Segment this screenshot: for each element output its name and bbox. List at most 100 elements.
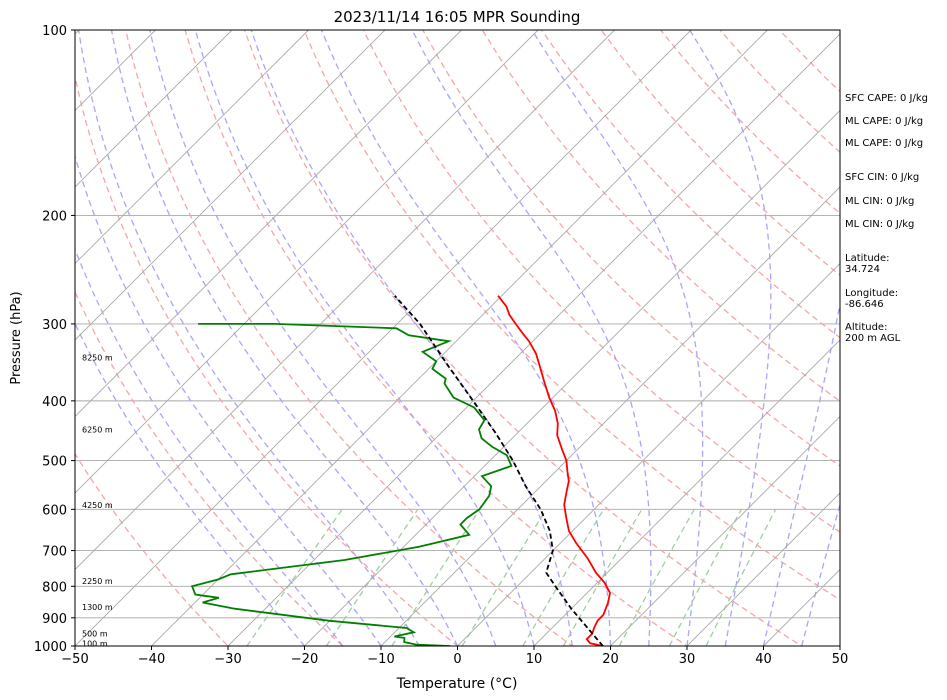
dry-adiabat-line [303,30,840,601]
sfc-cape-text: SFC CAPE: 0 J/kg [845,93,928,104]
isotherm-line [75,30,615,571]
moist-adiabats [75,30,840,646]
x-tick-label: −50 [61,652,88,667]
moist-adiabat-line [689,30,772,646]
altitude-text: Altitude: 200 m AGL [845,322,901,344]
moist-adiabat-line [77,30,420,646]
isotherm-line [75,30,539,494]
moist-adiabat-line [194,30,535,646]
sounding-traces [190,295,611,646]
y-tick-label: 500 [42,455,67,470]
x-tick-label: −20 [291,652,318,667]
isotherm-line [75,30,233,188]
dewpoint-trace [190,323,513,646]
y-tick-label: 900 [42,612,67,627]
x-tick-label: −30 [214,652,241,667]
y-tick-label: 800 [42,580,67,595]
latitude-text: Latitude: 34.724 [845,253,890,275]
moist-adiabat-line [801,502,840,646]
moist-adiabat-line [250,30,573,646]
isotherm-line [75,30,462,418]
x-tick-label: −10 [367,652,394,667]
plot-frame [74,29,841,647]
height-label: 2250 m [82,577,113,586]
temperature-trace [497,295,611,646]
height-label: 1300 m [82,603,113,612]
dry-adiabat-line [362,30,840,533]
moist-adiabat-line [75,153,382,646]
dry-adiabat-line [75,290,344,646]
moist-adiabat-line [110,30,459,646]
moist-adiabat-line [149,30,497,646]
isotherm-line [533,339,840,646]
height-label: 500 m [82,630,108,639]
dry-adiabat-line [184,30,689,646]
ml-cin-text-2: ML CIN: 0 J/kg [845,219,915,230]
dry-adiabat-line [75,452,229,646]
mixing-ratio-line [668,509,742,646]
dry-adiabat-line [422,30,840,467]
y-tick-label: 100 [42,24,67,39]
height-label: 8250 m [82,353,113,362]
longitude-text: Longitude: -86.646 [845,288,899,310]
y-tick-label: 1000 [34,640,67,655]
dry-adiabat-line [927,2,947,659]
dry-adiabat-line [540,30,840,339]
isotherm-line [610,415,840,646]
mixing-ratio-lines [246,508,777,646]
dry-adiabats [75,2,947,659]
x-tick-label: 10 [526,652,543,667]
x-tick-label: 30 [679,652,696,667]
x-tick-label: 50 [832,652,849,667]
height-label: 100 m [82,639,108,648]
parcel-trace [394,295,604,646]
x-tick-label: −40 [138,652,165,667]
mixing-ratio-line [246,508,343,646]
height-label: 6250 m [82,425,113,434]
mixing-ratio-line [705,509,777,646]
height-label: 4250 m [82,501,113,510]
moist-adiabat-line [531,30,704,646]
isotherm-line [380,186,840,646]
y-tick-label: 200 [42,209,67,224]
dry-adiabat-line [125,30,574,646]
x-tick-label: 0 [453,652,461,667]
isotherm-line [75,30,309,265]
x-axis: −50 −40 −30 −20 −10 0 10 20 30 40 50 [61,646,848,667]
x-tick-label: 20 [602,652,619,667]
mixing-ratio-line [461,508,547,646]
sfc-cin-text: SFC CIN: 0 J/kg [845,172,920,183]
x-tick-label: 40 [755,652,772,667]
isotherm-grid [0,30,840,646]
isotherm-line [686,492,840,646]
isotherm-line [151,30,768,646]
y-tick-label: 600 [42,503,67,518]
mixing-ratio-line [562,508,643,646]
ml-cape-text-2: ML CAPE: 0 J/kg [845,138,924,149]
y-axis: 100 200 300 400 500 600 700 800 900 1000 [34,24,75,655]
y-tick-label: 700 [42,545,67,560]
isotherm-line [457,262,840,646]
moist-adiabat-line [411,30,652,646]
moist-adiabat-line [762,300,840,646]
ml-cin-text: ML CIN: 0 J/kg [845,196,915,207]
chart-title: 2023/11/14 16:05 MPR Sounding [334,8,581,26]
isotherm-line [75,30,692,646]
x-axis-label: Temperature (°C) [396,676,518,692]
ml-cape-text: ML CAPE: 0 J/kg [845,116,924,127]
moist-adiabat-line [320,30,612,646]
y-tick-label: 300 [42,318,67,333]
isotherm-line [227,33,840,646]
mixing-ratio-line [325,508,419,646]
isotherm-line [304,109,840,646]
y-axis-label: Pressure (hPa) [9,291,24,384]
dry-adiabat-line [75,74,459,646]
mixing-ratio-line [522,508,605,646]
moist-adiabat-line [75,247,344,646]
isotherm-line [0,30,3,646]
y-tick-label: 400 [42,395,67,410]
isobar-grid [75,30,840,646]
isotherm-line [75,30,386,341]
